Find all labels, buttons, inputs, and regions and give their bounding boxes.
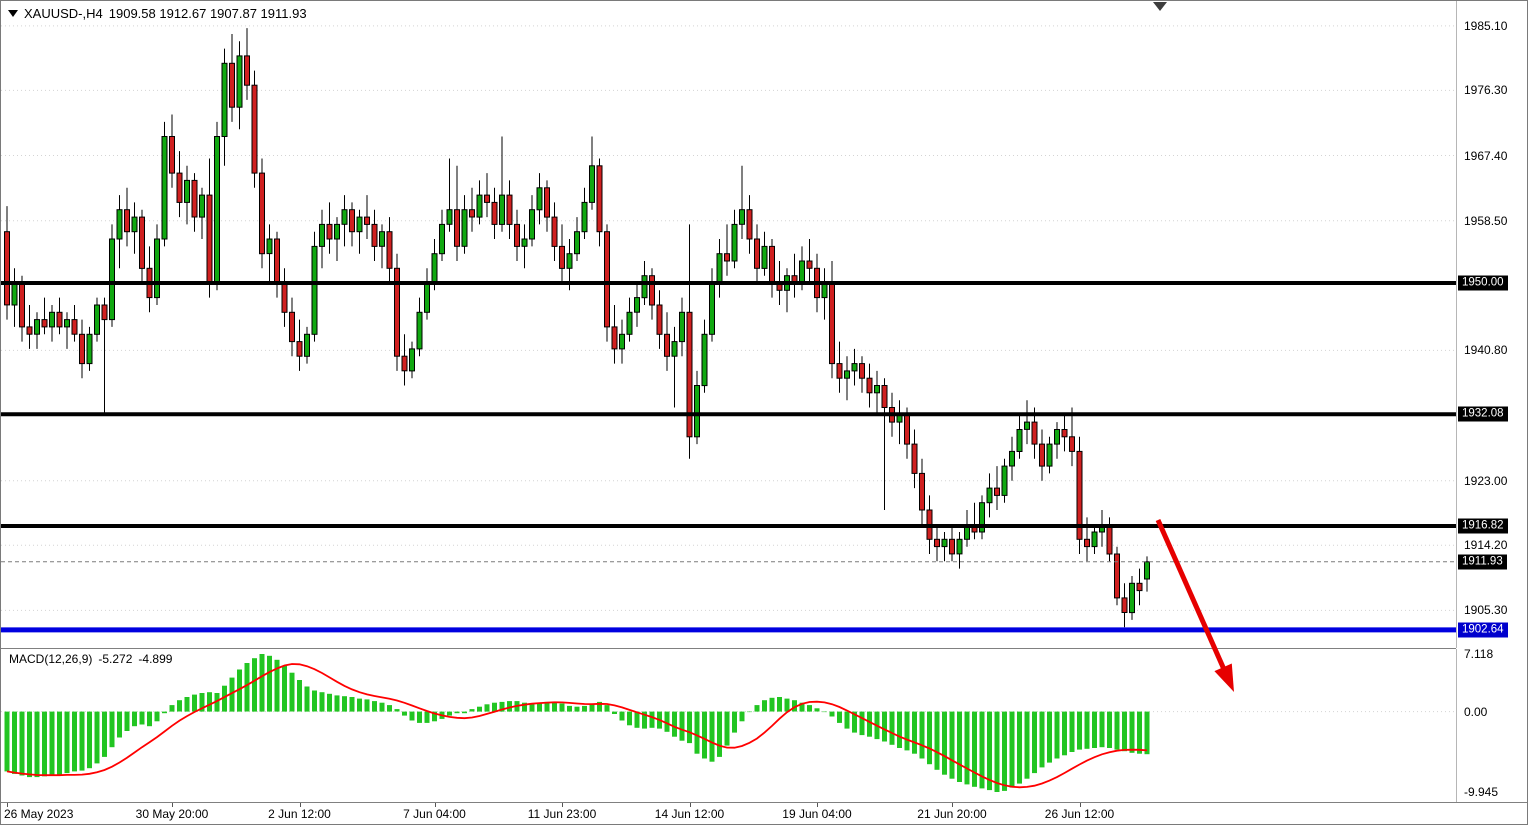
time-tick-label: 7 Jun 04:00 (403, 807, 466, 821)
macd-chart[interactable] (1, 648, 1456, 801)
time-tick-mark (817, 803, 818, 807)
time-tick-mark (299, 803, 301, 807)
price-tick-label: 1914.20 (1464, 538, 1508, 553)
time-tick-mark (7, 803, 8, 807)
price-axis[interactable]: 1985.10 1976.30 1967.40 1958.50 1940.80 1923.… (1456, 1, 1527, 648)
macd-tick-label: -9.945 (1464, 785, 1499, 799)
price-tick-label: 1923.00 (1464, 473, 1508, 488)
price-chart[interactable] (1, 1, 1456, 647)
time-axis[interactable]: 26 May 2023 30 May 20:00 2 Jun 12:00 7 Jun … (1, 802, 1527, 824)
time-tick-label: 26 May 2023 (4, 807, 74, 821)
price-tick-label: 1976.30 (1464, 83, 1508, 98)
price-tick-label: 1967.40 (1464, 148, 1508, 163)
time-tick-mark (562, 803, 563, 807)
symbol-ohlc-title: XAUUSD-,H4 1909.58 1912.67 1907.87 1911.… (8, 6, 307, 21)
price-tick-label: 1958.50 (1464, 213, 1508, 228)
chart-shift-marker-icon[interactable] (1153, 2, 1167, 11)
macd-tick-label: 7.118 (1464, 647, 1494, 661)
time-tick-label: 14 Jun 12:00 (654, 807, 725, 821)
chart-dropdown-icon[interactable] (8, 10, 18, 17)
time-tick-label: 11 Jun 23:00 (527, 807, 597, 821)
time-tick-label: 19 Jun 04:00 (782, 807, 852, 821)
level-price-badge: 1916.82 (1458, 518, 1508, 534)
time-tick-label: 26 Jun 12:00 (1044, 807, 1115, 821)
macd-signal-value-label: -4.899 (138, 652, 173, 666)
ohlc-values-label: 1909.58 1912.67 1907.87 1911.93 (108, 6, 307, 21)
time-tick-label: 30 May 20:00 (135, 807, 209, 821)
time-tick-label: 21 Jun 20:00 (917, 807, 987, 821)
time-tick-mark (434, 803, 436, 807)
macd-indicator-label: MACD(12,26,9) -5.272 -4.899 (9, 652, 172, 666)
time-tick-mark (172, 803, 173, 807)
level-price-badge: 1902.64 (1458, 622, 1508, 638)
macd-axis[interactable]: 7.118 0.00 -9.945 (1456, 647, 1527, 802)
level-price-badge: 1950.00 (1458, 275, 1508, 291)
time-tick-mark (1079, 803, 1081, 807)
price-tick-label: 1905.30 (1464, 603, 1508, 618)
time-tick-label: 2 Jun 12:00 (268, 807, 331, 821)
price-tick-label: 1940.80 (1464, 343, 1508, 358)
bid-price-badge: 1911.93 (1458, 554, 1507, 570)
price-tick-label: 1985.10 (1464, 18, 1508, 33)
macd-name-label: MACD(12,26,9) (9, 652, 93, 666)
time-tick-mark (689, 803, 691, 807)
macd-tick-label: 0.00 (1464, 704, 1488, 719)
time-tick-mark (952, 803, 953, 807)
symbol-timeframe-label: XAUUSD-,H4 (24, 6, 103, 21)
level-price-badge: 1932.08 (1458, 406, 1508, 422)
macd-value-label: -5.272 (98, 652, 133, 666)
